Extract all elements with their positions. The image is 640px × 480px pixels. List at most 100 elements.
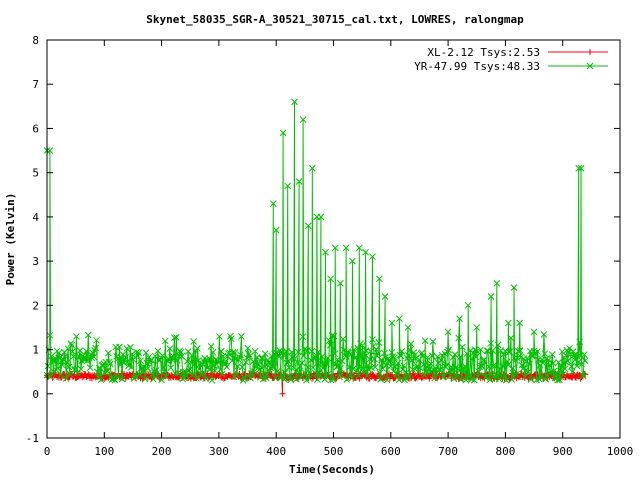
- data-point: [510, 284, 518, 291]
- data-point: [455, 334, 462, 342]
- data-point: [364, 362, 372, 369]
- data-point: [372, 346, 380, 353]
- data-point: [493, 279, 501, 287]
- data-point: [246, 352, 253, 360]
- data-point: [412, 375, 419, 382]
- data-point: [284, 357, 292, 365]
- data-point: [175, 352, 183, 360]
- data-point: [494, 341, 502, 349]
- data-point: [166, 345, 174, 352]
- data-point: [568, 368, 576, 376]
- data-point: [295, 369, 303, 376]
- data-point: [290, 364, 297, 372]
- data-point: [327, 275, 334, 283]
- data-point: [60, 356, 67, 363]
- data-point: [105, 358, 113, 366]
- data-point: [480, 356, 488, 364]
- data-point: [322, 248, 329, 256]
- data-point: [404, 324, 412, 331]
- data-point: [167, 364, 175, 372]
- data-point: [44, 362, 52, 370]
- data-point: [160, 368, 168, 376]
- data-point: [579, 372, 587, 380]
- data-point: [183, 372, 190, 380]
- data-point: [400, 362, 407, 369]
- data-point: [129, 356, 137, 363]
- x-tick-label: 600: [381, 445, 401, 458]
- data-point: [500, 351, 507, 359]
- data-point: [214, 357, 221, 364]
- data-point: [401, 376, 408, 384]
- data-point: [187, 359, 195, 366]
- data-point: [554, 376, 562, 384]
- data-point: [315, 348, 322, 356]
- data-point: [158, 376, 165, 384]
- data-point: [190, 338, 198, 345]
- data-point: [356, 363, 363, 370]
- data-point: [342, 244, 350, 252]
- data-point: [104, 368, 111, 375]
- data-point: [414, 368, 422, 376]
- data-point: [279, 129, 287, 137]
- data-point: [331, 350, 339, 358]
- data-point: [539, 359, 547, 367]
- data-point: [47, 373, 55, 381]
- data-point: [568, 363, 575, 370]
- data-point: [116, 343, 123, 351]
- data-point: [444, 348, 451, 356]
- data-point: [440, 373, 448, 380]
- data-point: [549, 359, 557, 367]
- data-point: [271, 374, 279, 382]
- data-point: [392, 363, 399, 371]
- legend-label: YR-47.99 Tsys:48.33: [414, 60, 540, 73]
- data-point: [76, 347, 84, 354]
- data-point: [306, 369, 314, 377]
- data-point: [581, 357, 589, 365]
- data-point: [209, 348, 217, 356]
- data-point: [97, 376, 105, 384]
- data-point: [572, 350, 580, 358]
- data-point: [525, 360, 533, 368]
- x-axis: 0 100 200 300 400 500 600 700 800 900 1000: [44, 40, 633, 458]
- data-point: [334, 356, 341, 363]
- y-tick-label: 0: [32, 388, 39, 401]
- data-point: [426, 375, 433, 382]
- data-point: [556, 376, 563, 384]
- data-point: [106, 360, 114, 368]
- data-point: [352, 354, 360, 361]
- data-point: [258, 354, 265, 362]
- data-point: [308, 164, 316, 172]
- data-point: [300, 352, 308, 360]
- data-point: [179, 375, 187, 383]
- data-point: [328, 332, 336, 340]
- data-point: [451, 351, 459, 358]
- data-point: [308, 347, 316, 355]
- data-point: [194, 357, 202, 364]
- legend-label: XL-2.12 Tsys:2.53: [427, 46, 540, 59]
- data-point: [317, 213, 325, 221]
- data-point: [294, 348, 302, 356]
- data-point: [362, 248, 369, 256]
- data-point: [140, 363, 148, 371]
- data-point: [541, 350, 549, 358]
- data-point: [58, 374, 65, 381]
- data-point: [298, 359, 306, 367]
- data-point: [330, 332, 338, 340]
- data-point: [46, 147, 54, 154]
- data-point: [259, 354, 266, 362]
- data-point: [91, 347, 99, 354]
- data-point: [339, 335, 347, 343]
- data-point: [68, 341, 76, 349]
- data-point: [331, 244, 339, 252]
- data-point: [283, 359, 291, 367]
- y-tick-label: 8: [32, 34, 39, 47]
- data-point: [122, 354, 130, 361]
- data-point: [329, 376, 337, 383]
- data-point: [338, 357, 346, 365]
- data-point: [381, 293, 389, 300]
- x-tick-label: 200: [152, 445, 172, 458]
- data-point: [114, 355, 121, 363]
- data-point: [534, 348, 541, 355]
- data-point: [377, 375, 385, 383]
- data-point: [314, 376, 321, 383]
